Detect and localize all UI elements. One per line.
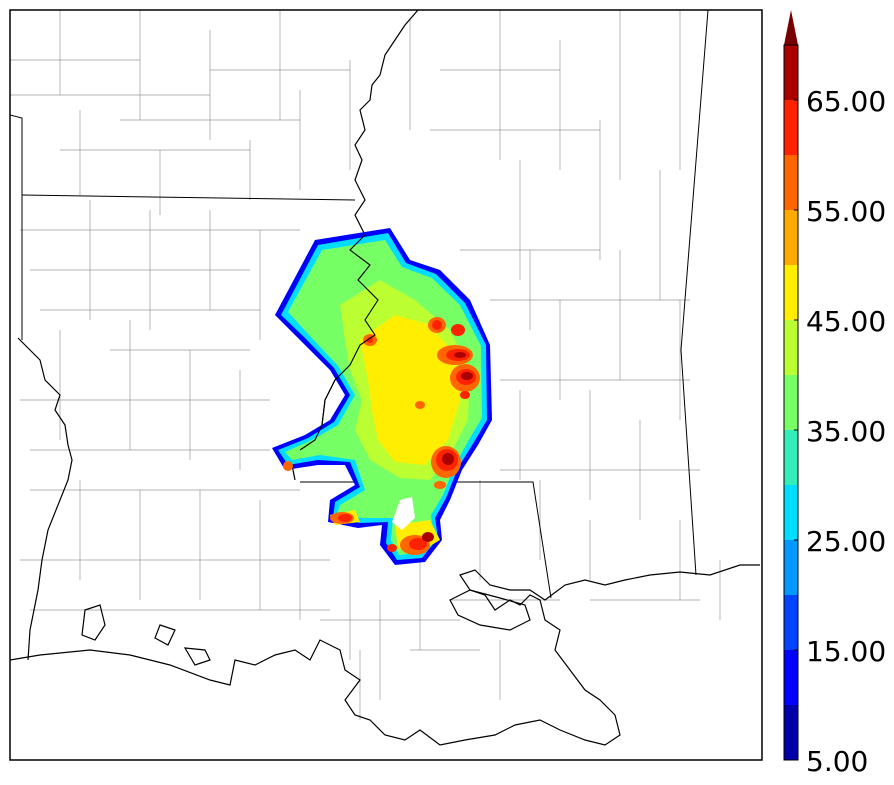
colorbar-tick-label: 25.00 (806, 525, 887, 558)
colorbar-tick-label: 15.00 (806, 635, 887, 668)
state-borders (10, 10, 709, 599)
colorbar-tick-label: 45.00 (806, 305, 887, 338)
lake-pontchartrain (449, 589, 531, 631)
gulf-coastline (10, 564, 760, 746)
map-frame (9, 9, 763, 761)
colorbar-tick-label: 35.00 (806, 415, 887, 448)
colorbar-tick-label: 5.00 (806, 745, 869, 778)
reflectivity-field (272, 228, 492, 565)
sabine-river (17, 337, 73, 661)
colorbar-tick-label: 55.00 (806, 195, 887, 228)
bay-outline (81, 604, 211, 666)
colorbar-tick-label: 65.00 (806, 85, 887, 118)
